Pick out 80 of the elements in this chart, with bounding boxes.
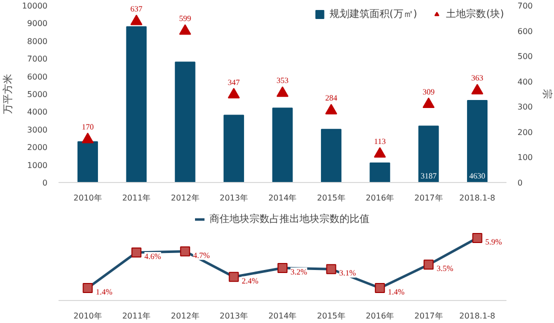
x-tick-label: 2012年 — [170, 312, 200, 320]
data-label: 637 — [130, 4, 142, 14]
point — [325, 104, 338, 114]
x-tick-label: 2013年 — [220, 194, 248, 202]
x-tick-label: 2010年 — [74, 194, 102, 202]
x-tick-label: 2014年 — [268, 312, 297, 320]
x-tick-label: 2018.1-8 — [459, 312, 496, 320]
bar — [467, 100, 488, 182]
y-tick-label: 10000 — [22, 2, 48, 10]
y2-tick-label: 500 — [518, 52, 533, 62]
data-label: 353 — [276, 76, 288, 86]
y-tick-label: 8000 — [27, 36, 48, 46]
point — [82, 132, 94, 144]
legend-label: 规划建筑面积(万㎡) — [329, 8, 418, 21]
y-tick-label: 1000 — [27, 160, 48, 170]
data-label: 3.5% — [436, 264, 454, 274]
x-tick-label: 2018.1-8 — [459, 194, 496, 202]
y-tick-label: 7000 — [27, 54, 48, 64]
data-label: 309 — [422, 87, 435, 96]
point — [374, 147, 386, 158]
bar — [272, 108, 293, 182]
y2-tick-label: 200 — [518, 128, 533, 137]
data-label: 5.9% — [485, 238, 502, 246]
data-label: 1.4% — [388, 288, 405, 296]
data-label: 2.4% — [242, 276, 259, 286]
y2-tick-label: 400 — [518, 77, 533, 86]
data-label: 347 — [228, 78, 240, 87]
x-tick-label: 2015年 — [317, 312, 346, 320]
x-tick-label: 2016年 — [366, 312, 394, 320]
y2-tick-label: 600 — [518, 26, 533, 36]
data-label: 170 — [82, 122, 94, 132]
bar — [174, 62, 196, 182]
y-tick-label: 6000 — [27, 72, 48, 82]
point — [130, 14, 142, 26]
data-label: 363 — [471, 74, 484, 83]
y2-axis-title: 宗 — [540, 89, 553, 99]
y-tick-label: 3000 — [27, 125, 48, 134]
bar — [418, 126, 439, 182]
x-tick-label: 2016年 — [366, 194, 394, 202]
x-tick-label: 2010年 — [74, 312, 102, 320]
data-label: 4.7% — [193, 250, 210, 260]
x-tick-label: 2014年 — [268, 194, 297, 202]
data-label: 113 — [374, 136, 386, 146]
bar — [126, 26, 147, 182]
y-tick-label: 5000 — [27, 90, 48, 99]
data-label: 4630 — [469, 172, 486, 180]
legend-label: 土地宗数(块) — [446, 8, 504, 21]
y2-tick-label: 100 — [518, 153, 533, 162]
point — [471, 84, 484, 94]
x-tick-label: 2013年 — [220, 312, 248, 320]
x-tick-label: 2015年 — [317, 194, 346, 202]
x-tick-label: 2017年 — [414, 194, 443, 202]
data-label: 3.1% — [339, 268, 356, 278]
x-tick-label: 2017年 — [414, 312, 443, 320]
bar — [77, 141, 98, 182]
data-label: 3187 — [420, 172, 437, 180]
y-tick-label: 2000 — [27, 143, 48, 152]
data-label: 3.2% — [290, 268, 308, 276]
x-tick-label: 2011年 — [122, 312, 151, 320]
y-tick-label: 4000 — [27, 108, 48, 117]
data-label: 1.4% — [96, 288, 113, 296]
y2-tick-label: 700 — [518, 2, 533, 10]
point — [276, 86, 288, 97]
point — [228, 88, 240, 98]
bar — [320, 128, 342, 182]
legend-label: 商住地块宗数占推出地块宗数的比值 — [210, 212, 370, 226]
y-axis-title: 万平方米 — [2, 74, 14, 114]
y2-tick-label: 0 — [518, 178, 523, 188]
y-tick-label: 0 — [42, 178, 48, 188]
x-tick-label: 2012年 — [170, 194, 200, 202]
point — [422, 98, 435, 108]
y-tick-label: 9000 — [27, 19, 48, 28]
y2-tick-label: 300 — [518, 102, 533, 112]
data-label: 284 — [325, 94, 338, 103]
data-label: 599 — [179, 14, 192, 24]
point — [179, 24, 192, 35]
bar — [224, 114, 244, 182]
x-tick-label: 2011年 — [122, 194, 151, 202]
bar — [370, 162, 390, 182]
data-label: 4.6% — [144, 252, 162, 261]
